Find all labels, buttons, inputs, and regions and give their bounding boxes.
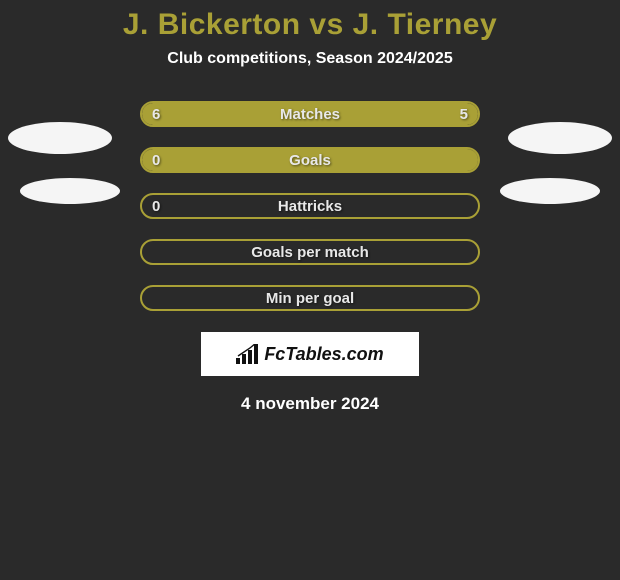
- footer-date: 4 november 2024: [0, 394, 620, 414]
- bar-chart-icon: [236, 344, 260, 364]
- avatar-player2-bottom: [500, 178, 600, 204]
- bar-label: Min per goal: [266, 290, 354, 307]
- avatar-player2-top: [508, 122, 612, 154]
- title-vs: vs: [301, 8, 353, 41]
- bar-label: Hattricks: [278, 198, 342, 215]
- brand-text: FcTables.com: [264, 344, 383, 365]
- bar-value-left: 0: [152, 198, 160, 215]
- bar-label: Matches: [280, 106, 340, 123]
- title-player2: J. Tierney: [353, 8, 498, 41]
- avatar-player1-bottom: [20, 178, 120, 204]
- bar-outer: Goals per match: [140, 239, 480, 265]
- bar-value-left: 6: [152, 106, 160, 123]
- bar-row: Goals per match: [140, 238, 480, 266]
- brand-box[interactable]: FcTables.com: [201, 332, 419, 376]
- avatar-player1-top: [8, 122, 112, 154]
- comparison-bars: 6 5 Matches 0 Goals 0 Hattricks Goals per match…: [140, 100, 480, 312]
- bar-value-left: 0: [152, 152, 160, 169]
- bar-outer: 6 5 Matches: [140, 101, 480, 127]
- page-title: J. Bickerton vs J. Tierney: [0, 0, 620, 42]
- bar-row: 0 Goals: [140, 146, 480, 174]
- title-player1: J. Bickerton: [123, 8, 301, 41]
- bar-row: Min per goal: [140, 284, 480, 312]
- bar-label: Goals per match: [251, 244, 369, 261]
- bar-outer: 0 Hattricks: [140, 193, 480, 219]
- bar-value-right: 5: [460, 106, 468, 123]
- bar-outer: Min per goal: [140, 285, 480, 311]
- bar-outer: 0 Goals: [140, 147, 480, 173]
- subtitle: Club competitions, Season 2024/2025: [0, 50, 620, 68]
- bar-row: 0 Hattricks: [140, 192, 480, 220]
- bar-row: 6 5 Matches: [140, 100, 480, 128]
- bar-label: Goals: [289, 152, 331, 169]
- bar-fill-right: [327, 103, 478, 125]
